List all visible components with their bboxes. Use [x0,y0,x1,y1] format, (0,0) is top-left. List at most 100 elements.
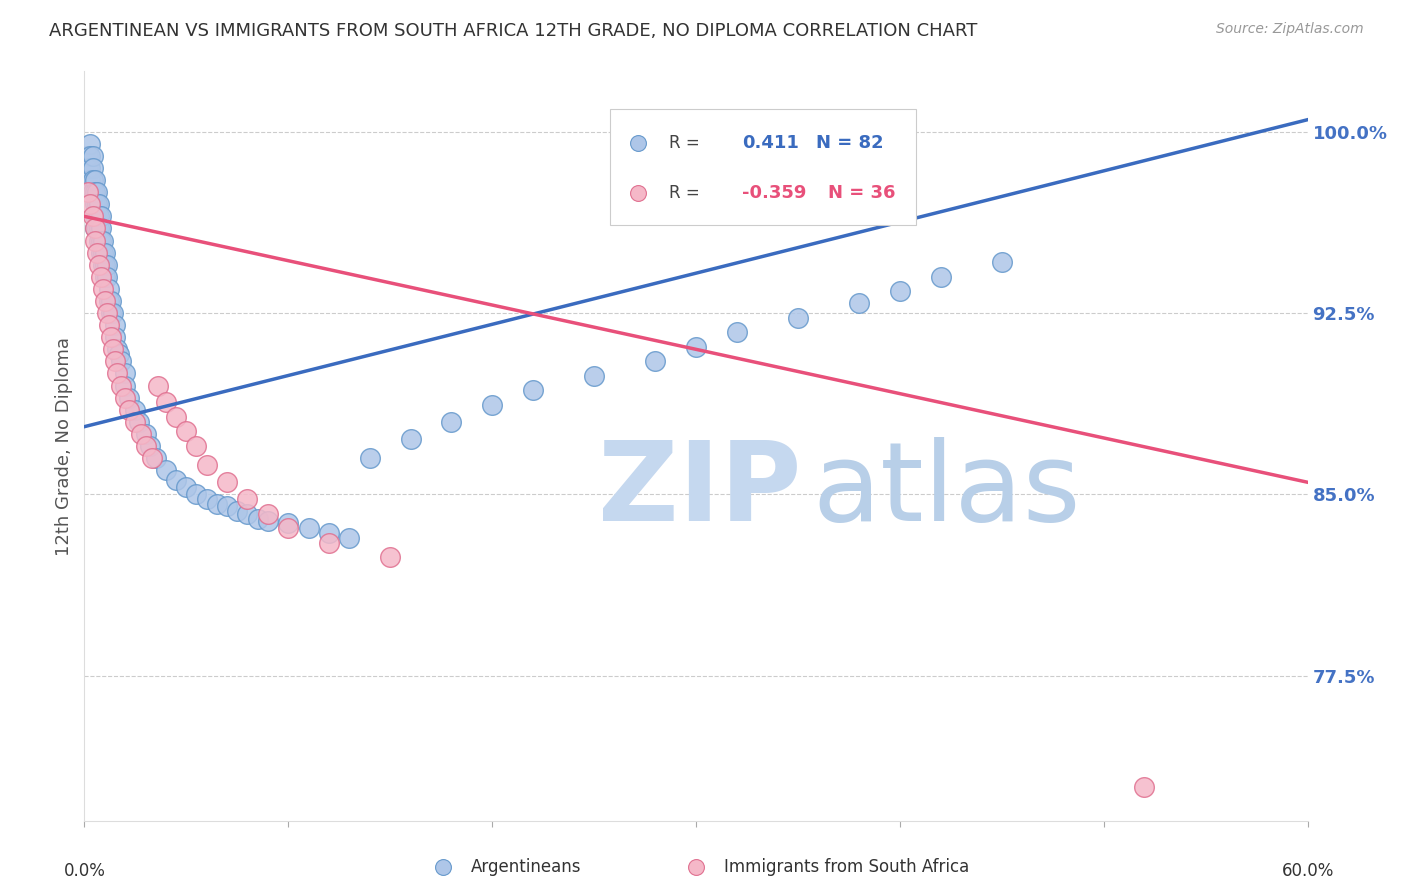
Point [79,197,101,211]
Point [91,234,114,248]
Point [93,269,115,284]
Point [118,391,141,405]
Point [114,391,136,405]
Point [145,451,167,466]
Point [79,173,101,187]
Point [929,269,952,284]
Point [165,473,187,487]
Point [481,398,503,412]
Point [83,221,105,235]
Point [318,526,340,541]
Point [257,507,280,521]
Point [86,221,108,235]
Point [82,210,104,224]
Point [583,368,606,383]
Point [87,234,110,248]
Text: N = 82: N = 82 [815,134,883,152]
Point [82,173,104,187]
Point [318,535,340,549]
Point [236,507,259,521]
Point [91,282,114,296]
Text: 0.411: 0.411 [742,134,800,152]
Point [217,475,239,490]
Point [93,245,115,260]
Point [339,531,361,545]
Point [108,347,131,361]
Point [644,354,666,368]
Point [101,343,124,357]
Point [105,367,128,381]
Text: atlas: atlas [813,437,1081,544]
Point [277,521,299,535]
Text: 0.0%: 0.0% [63,862,105,880]
Point [128,415,150,429]
Point [997,354,1019,368]
Point [100,293,122,308]
Point [83,185,105,199]
Point [90,221,112,235]
Point [186,487,208,501]
Point [226,504,249,518]
Point [83,210,105,224]
Point [96,269,118,284]
Point [104,354,127,368]
Point [82,161,104,175]
Point [155,463,177,477]
Point [100,330,122,344]
Point [124,415,146,429]
Point [997,516,1019,531]
Y-axis label: 12th Grade, No Diploma: 12th Grade, No Diploma [55,336,73,556]
Point [97,282,120,296]
Point [82,185,104,199]
Point [87,197,110,211]
FancyBboxPatch shape [610,109,917,225]
Point [96,306,118,320]
Point [79,149,101,163]
Point [90,269,112,284]
Text: R =: R = [669,184,700,202]
Point [87,210,110,224]
Point [97,318,120,333]
Point [195,458,218,473]
Point [848,296,870,310]
Point [522,384,544,398]
Text: Source: ZipAtlas.com: Source: ZipAtlas.com [1216,22,1364,37]
Point [165,409,187,424]
Point [91,258,114,272]
Point [105,343,128,357]
Point [138,439,160,453]
Point [205,497,228,511]
Point [1133,780,1156,794]
Text: -0.359: -0.359 [742,184,807,202]
Point [83,197,105,211]
Point [90,245,112,260]
Point [155,395,177,409]
Point [93,293,115,308]
Text: N = 36: N = 36 [828,184,896,202]
Point [246,511,269,525]
Point [257,514,280,528]
Point [114,367,136,381]
Point [124,402,146,417]
Text: Argentineans: Argentineans [471,858,582,876]
Point [685,340,707,354]
Point [87,221,110,235]
Point [86,185,108,199]
Point [174,480,197,494]
Point [77,161,100,175]
Point [87,258,110,272]
Text: 60.0%: 60.0% [1281,862,1334,880]
Point [90,210,112,224]
Point [135,439,157,453]
Point [104,330,127,344]
Point [90,234,112,248]
Point [135,426,157,441]
Point [77,185,100,199]
Point [91,245,114,260]
Point [298,521,321,535]
Point [83,234,105,248]
Text: Immigrants from South Africa: Immigrants from South Africa [724,858,969,876]
Point [86,245,108,260]
Point [110,354,132,368]
Point [725,326,748,340]
